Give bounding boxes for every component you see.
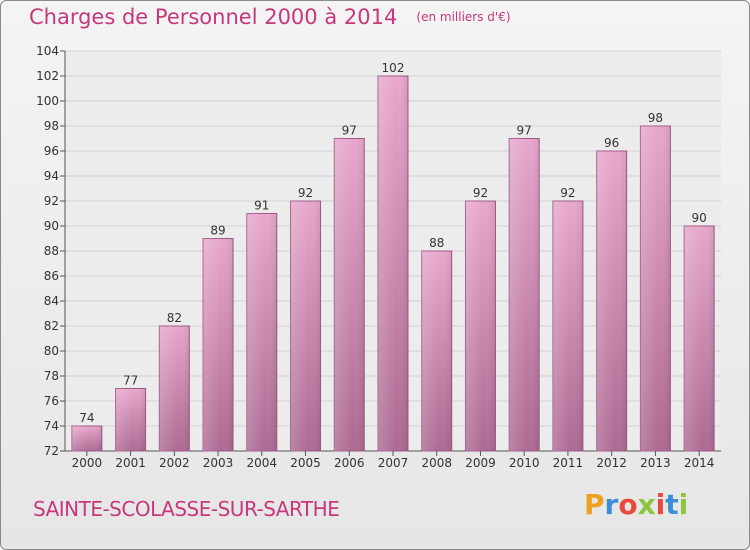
- x-tick-label: 2005: [290, 456, 321, 470]
- logo-letter: r: [604, 488, 619, 521]
- bar-shade: [509, 138, 540, 451]
- x-tick-label: 2014: [684, 456, 715, 470]
- bar-shade: [465, 201, 496, 451]
- y-tick-label: 84: [44, 294, 59, 308]
- x-tick-label: 2008: [421, 456, 452, 470]
- chart-unit-note: (en milliers d'€): [416, 10, 511, 24]
- x-tick-label: 2013: [640, 456, 671, 470]
- logo-letter: i: [678, 488, 689, 521]
- bar-value-label: 102: [382, 61, 405, 75]
- proxiti-logo: Proxiti: [584, 488, 688, 521]
- bar-value-label: 96: [604, 136, 619, 150]
- bar-shade: [596, 151, 627, 451]
- y-tick-label: 96: [44, 144, 59, 158]
- x-tick-label: 2003: [203, 456, 234, 470]
- bar-shade: [684, 226, 715, 451]
- bar-value-label: 82: [167, 311, 182, 325]
- bar-value-label: 90: [691, 211, 706, 225]
- chart-title: Charges de Personnel 2000 à 2014: [29, 5, 398, 29]
- x-tick-label: 2004: [247, 456, 278, 470]
- bar-shade: [71, 426, 102, 451]
- y-tick-label: 88: [44, 244, 59, 258]
- y-tick-label: 98: [44, 119, 59, 133]
- bar-shade: [246, 213, 277, 451]
- bar-value-label: 91: [254, 199, 269, 213]
- bar-value-label: 77: [123, 374, 138, 388]
- x-tick-label: 2010: [509, 456, 540, 470]
- bar-value-label: 92: [298, 186, 313, 200]
- y-tick-label: 86: [44, 269, 59, 283]
- bar-shade: [552, 201, 583, 451]
- y-tick-label: 94: [44, 169, 59, 183]
- y-tick-label: 90: [44, 219, 59, 233]
- bar-shade: [203, 238, 234, 451]
- x-tick-label: 2006: [334, 456, 365, 470]
- bar-shade: [159, 326, 190, 451]
- logo-letter: P: [584, 488, 605, 521]
- bar-value-label: 92: [473, 186, 488, 200]
- bar-shade: [640, 126, 671, 451]
- bar-value-label: 74: [79, 411, 94, 425]
- bar-shade: [421, 251, 452, 451]
- bar-shade: [334, 138, 365, 451]
- bar-value-label: 97: [342, 124, 357, 138]
- x-tick-label: 2000: [72, 456, 103, 470]
- bar-shade: [115, 388, 146, 451]
- logo-letter: i: [655, 488, 666, 521]
- x-tick-label: 2002: [159, 456, 190, 470]
- bar-value-label: 98: [648, 111, 663, 125]
- y-tick-label: 82: [44, 319, 59, 333]
- y-tick-label: 102: [36, 69, 59, 83]
- bar-value-label: 89: [210, 224, 225, 238]
- y-tick-label: 78: [44, 369, 59, 383]
- bar-shade: [378, 76, 408, 451]
- bar-value-label: 88: [429, 236, 444, 250]
- y-tick-label: 74: [44, 419, 59, 433]
- x-tick-label: 2001: [115, 456, 146, 470]
- logo-letter: x: [637, 488, 656, 521]
- logo-letter: o: [618, 488, 638, 521]
- commune-name: SAINTE-SCOLASSE-SUR-SARTHE: [33, 497, 340, 521]
- y-tick-label: 76: [44, 394, 59, 408]
- bar-value-label: 92: [560, 186, 575, 200]
- x-tick-label: 2009: [465, 456, 496, 470]
- y-tick-label: 80: [44, 344, 59, 358]
- logo-letter: t: [665, 488, 679, 521]
- y-tick-label: 104: [36, 44, 59, 58]
- x-tick-label: 2011: [553, 456, 584, 470]
- x-tick-label: 2012: [596, 456, 627, 470]
- title-row: Charges de Personnel 2000 à 2014 (en mil…: [29, 5, 511, 29]
- y-tick-label: 100: [36, 94, 59, 108]
- x-tick-label: 2007: [378, 456, 409, 470]
- y-tick-label: 92: [44, 194, 59, 208]
- bar-value-label: 97: [517, 124, 532, 138]
- bar-shade: [290, 201, 321, 451]
- y-tick-label: 72: [44, 444, 59, 458]
